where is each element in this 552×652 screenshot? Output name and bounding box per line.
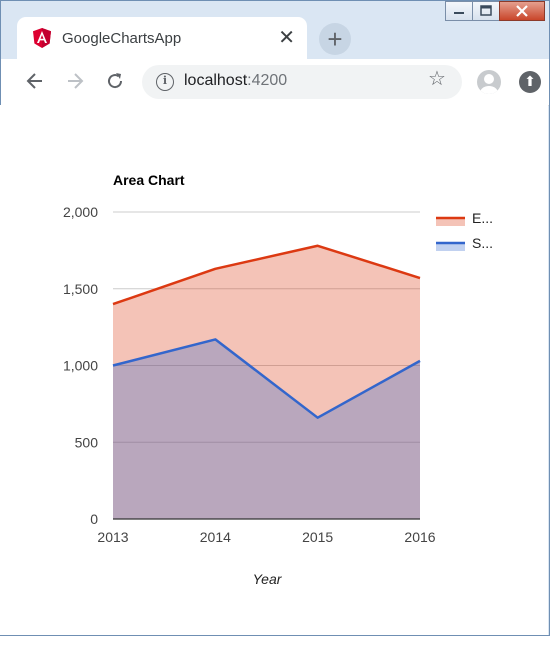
- window-close-icon: [516, 5, 528, 17]
- back-button[interactable]: [23, 69, 47, 93]
- x-tick-label: 2013: [97, 529, 128, 545]
- y-axis-tick-labels: 0 500 1,000 1,500 2,000: [63, 204, 98, 527]
- profile-avatar[interactable]: [477, 70, 501, 94]
- title-bar: GoogleChartsApp ✕ +: [1, 1, 549, 59]
- y-tick-label: 0: [90, 511, 98, 527]
- y-tick-label: 1,500: [63, 281, 98, 297]
- series-areas: [113, 245, 420, 519]
- x-axis-title: Year: [253, 571, 283, 587]
- window-close-button[interactable]: [499, 1, 545, 21]
- minimize-button[interactable]: [445, 1, 473, 21]
- page-content: Area Chart 0 500 1,000 1,500 2,000 2013 2014 2…: [0, 105, 548, 635]
- url-host: localhost: [184, 72, 248, 89]
- y-tick-label: 2,000: [63, 204, 98, 220]
- gridlines: [113, 211, 420, 443]
- maximize-button[interactable]: [472, 1, 500, 21]
- series-area: [113, 339, 420, 519]
- url-text: localhost:4200: [184, 72, 287, 90]
- address-bar[interactable]: i localhost:4200: [142, 65, 462, 99]
- legend-swatch: [436, 218, 465, 226]
- reload-button[interactable]: [103, 69, 127, 93]
- legend: E... S...: [436, 210, 493, 251]
- browser-toolbar: i localhost:4200 ☆ ⬆: [1, 59, 549, 106]
- tab-title: GoogleChartsApp: [62, 30, 182, 47]
- legend-swatch: [436, 243, 465, 251]
- series-lines: [112, 244, 421, 419]
- series-line: [112, 338, 421, 419]
- window-controls: [445, 1, 545, 21]
- reload-icon: [108, 73, 123, 89]
- update-icon[interactable]: ⬆: [519, 71, 541, 93]
- legend-label: E...: [472, 210, 493, 226]
- x-tick-label: 2014: [200, 529, 231, 545]
- browser-tab[interactable]: GoogleChartsApp ✕: [17, 17, 307, 59]
- y-tick-label: 500: [75, 434, 99, 450]
- angular-icon: [33, 28, 51, 48]
- url-port: :4200: [247, 72, 288, 89]
- info-icon[interactable]: i: [156, 73, 174, 91]
- close-tab-icon[interactable]: ✕: [278, 27, 295, 49]
- y-tick-label: 1,000: [63, 358, 98, 374]
- window-frame-right: [547, 201, 549, 635]
- new-tab-button[interactable]: +: [319, 23, 351, 55]
- legend-label: S...: [472, 235, 493, 251]
- x-tick-label: 2016: [404, 529, 435, 545]
- back-arrow-icon: [26, 73, 42, 89]
- maximize-icon: [480, 5, 492, 16]
- x-axis-tick-labels: 2013 2014 2015 2016: [97, 529, 435, 545]
- forward-arrow-icon: [68, 73, 84, 89]
- chart-title: Area Chart: [113, 172, 185, 188]
- x-tick-label: 2015: [302, 529, 333, 545]
- minimize-icon: [454, 12, 464, 14]
- bookmark-star-icon[interactable]: ☆: [428, 68, 446, 90]
- series-area: [113, 245, 420, 519]
- forward-button[interactable]: [63, 69, 87, 93]
- series-line: [112, 244, 421, 306]
